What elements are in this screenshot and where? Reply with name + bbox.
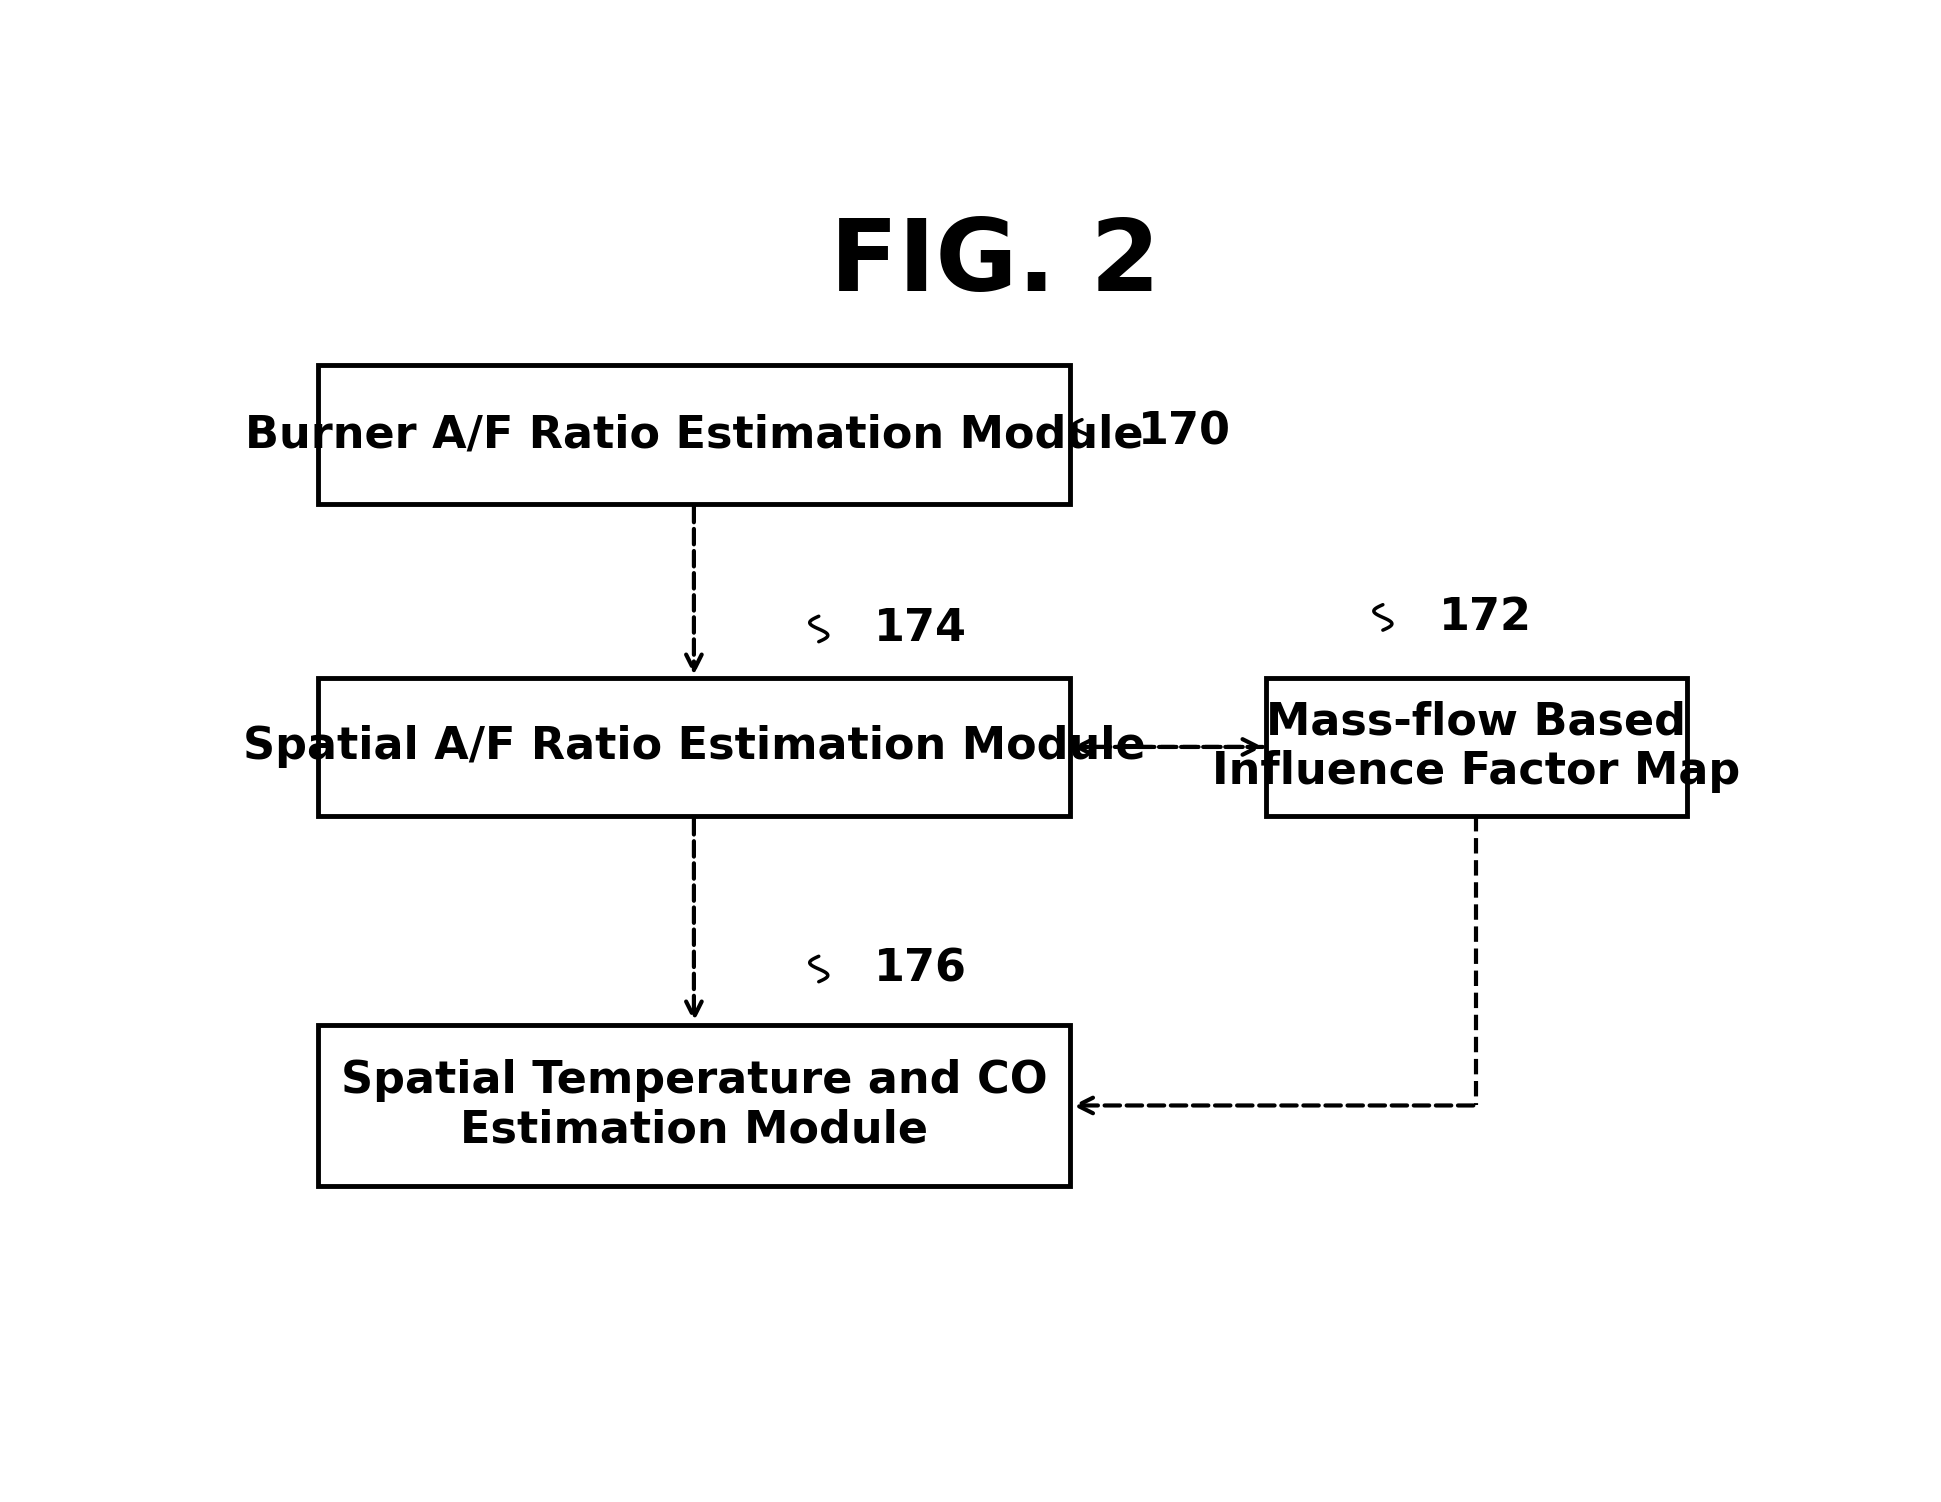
Text: Spatial A/F Ratio Estimation Module: Spatial A/F Ratio Estimation Module <box>243 725 1145 769</box>
Text: Spatial Temperature and CO
Estimation Module: Spatial Temperature and CO Estimation Mo… <box>340 1059 1048 1152</box>
Text: Mass-flow Based
Influence Factor Map: Mass-flow Based Influence Factor Map <box>1211 700 1741 793</box>
FancyBboxPatch shape <box>1266 677 1687 817</box>
Text: 172: 172 <box>1438 596 1531 638</box>
Text: Burner A/F Ratio Estimation Module: Burner A/F Ratio Estimation Module <box>245 413 1143 457</box>
Text: FIG. 2: FIG. 2 <box>829 215 1161 312</box>
FancyBboxPatch shape <box>318 365 1069 505</box>
Text: 174: 174 <box>875 607 967 650</box>
Text: 176: 176 <box>875 948 967 990</box>
Text: 170: 170 <box>1137 412 1231 454</box>
FancyBboxPatch shape <box>318 1024 1069 1187</box>
FancyBboxPatch shape <box>318 677 1069 817</box>
